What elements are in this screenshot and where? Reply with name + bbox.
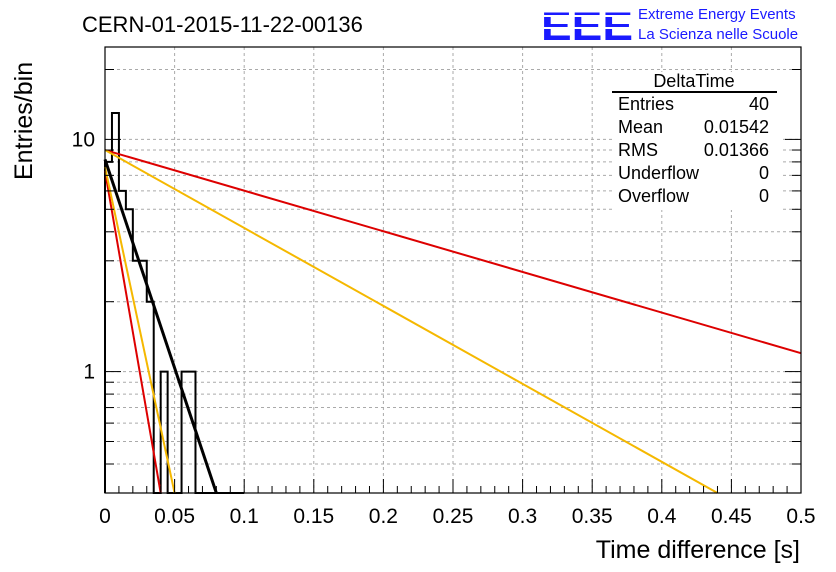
- x-tick-label: 0.4: [647, 505, 677, 528]
- x-axis-title: Time difference [s]: [596, 536, 800, 564]
- stats-title: DeltaTime: [653, 71, 734, 91]
- histogram-bin: [112, 113, 119, 493]
- eee-logo: EEE: [541, 5, 633, 49]
- run-title: CERN-01-2015-11-22-00136: [82, 12, 363, 37]
- stats-row-value: 0.01542: [704, 117, 769, 137]
- fit-lines-layer: [103, 149, 802, 494]
- y-tick-label: 10: [72, 128, 95, 151]
- x-tick-label: 0.25: [433, 505, 474, 528]
- stats-row-label: Overflow: [618, 186, 690, 206]
- ticks-layer: [104, 69, 802, 493]
- y-tick-label: 1: [83, 361, 95, 384]
- histogram-bin: [189, 372, 196, 493]
- x-tick-label: 0.45: [711, 505, 752, 528]
- x-tick-label: 0.1: [230, 505, 259, 528]
- x-tick-label: 0.5: [786, 505, 815, 528]
- fit-line: [104, 166, 176, 494]
- stats-row-value: 0: [759, 163, 769, 183]
- x-tick-label: 0.2: [369, 505, 398, 528]
- fit-line: [104, 170, 162, 494]
- x-tick-label: 0.35: [572, 505, 613, 528]
- stats-row-label: RMS: [618, 140, 658, 160]
- stats-row-value: 0: [759, 186, 769, 206]
- brand-line-1: Extreme Energy Events: [638, 6, 796, 23]
- fit-line: [104, 149, 802, 355]
- tick-labels-layer: 0 0.05 0.1 0.15 0.2 0.25 0.3 0.35 0.4 0.45 0.5 1 10: [72, 128, 816, 528]
- stats-row-label: Entries: [618, 94, 674, 114]
- logo-stripe-2: [541, 27, 633, 29]
- stats-row-label: Underflow: [618, 163, 700, 183]
- x-tick-label: 0.3: [508, 505, 537, 528]
- histogram-bin: [105, 162, 112, 493]
- histogram-bin: [126, 209, 133, 493]
- fit-line: [104, 149, 718, 494]
- brand-line-2: La Scienza nelle Scuole: [638, 26, 798, 43]
- histogram-bin: [133, 261, 140, 493]
- stats-row-value: 0.01366: [704, 140, 769, 160]
- stats-box: DeltaTime Entries 40 Mean 0.01542 RMS 0.01366…: [612, 71, 782, 210]
- x-tick-label: 0.05: [154, 505, 195, 528]
- stats-row-value: 40: [749, 94, 769, 114]
- logo-stripe-1: [541, 15, 633, 17]
- x-tick-label: 0: [99, 505, 111, 528]
- y-axis-title: Entries/bin: [10, 62, 38, 180]
- stats-row-label: Mean: [618, 117, 663, 137]
- x-tick-label: 0.15: [293, 505, 334, 528]
- stats-box-background: [612, 72, 782, 210]
- fit-line: [103, 158, 218, 494]
